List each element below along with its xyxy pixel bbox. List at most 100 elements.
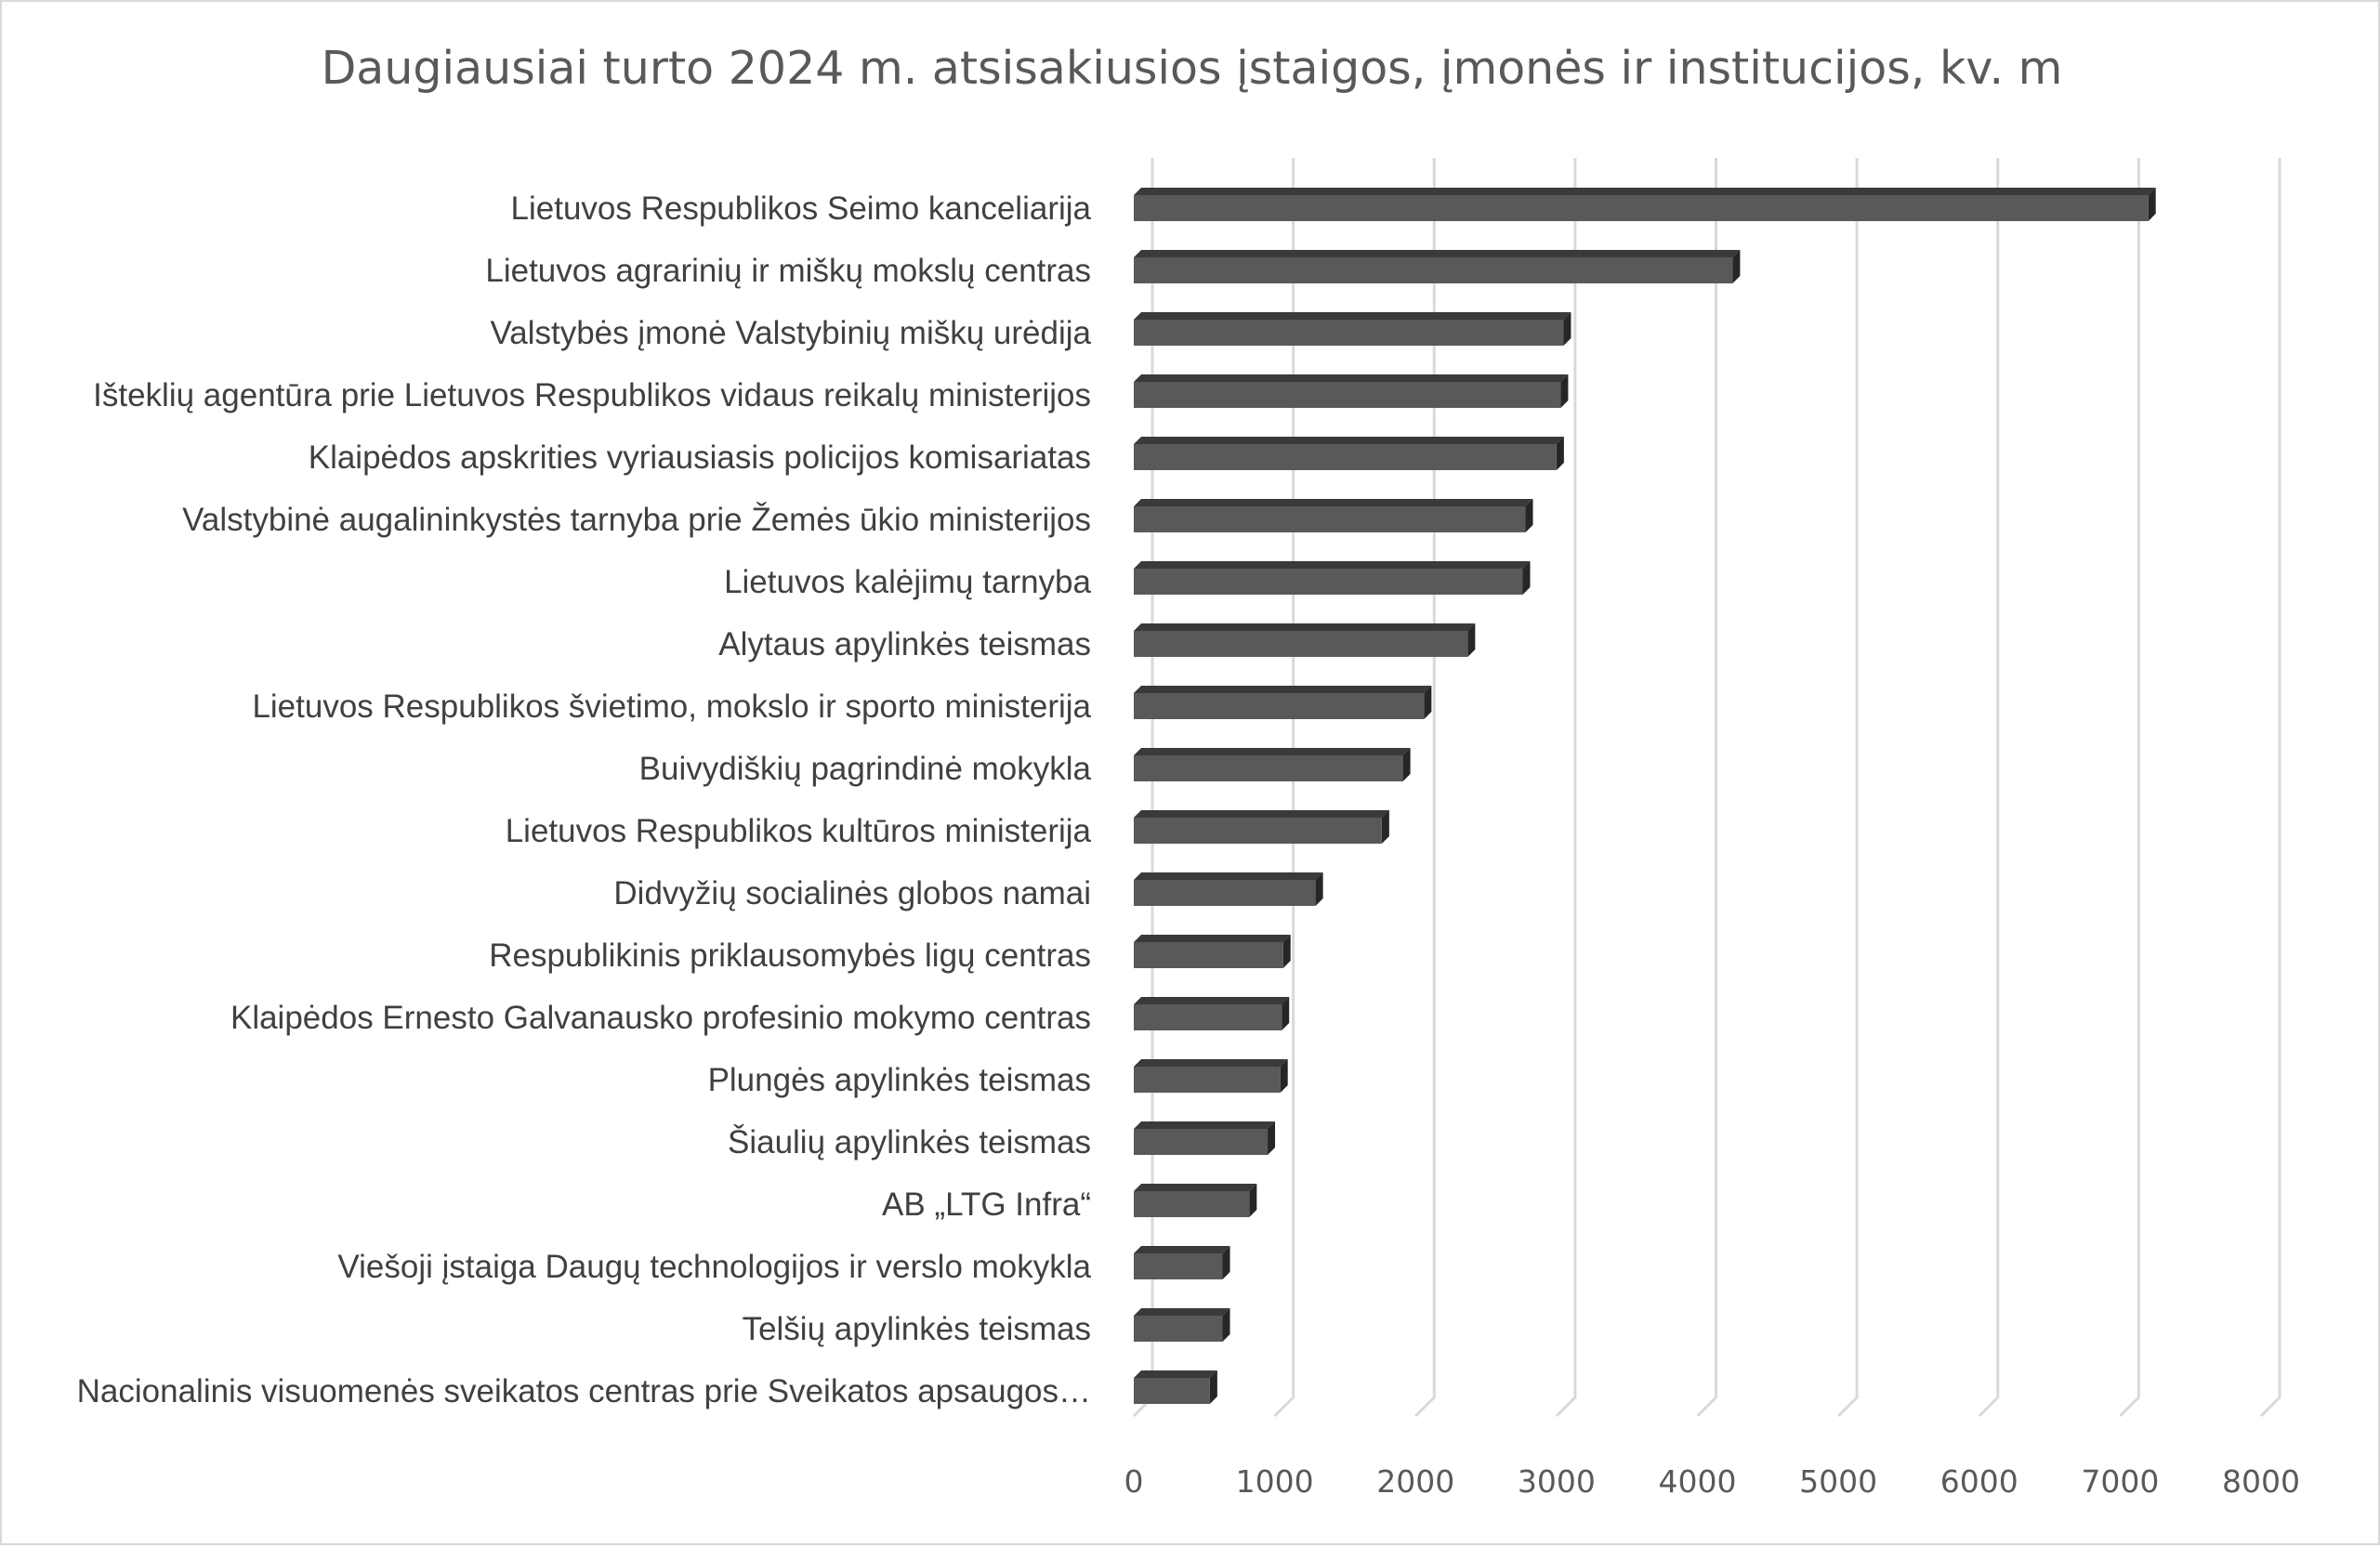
bar: [1134, 880, 1316, 906]
x-tick-label: 5000: [1799, 1463, 1877, 1500]
bar-side-face: [1563, 312, 1571, 346]
bar-side-face: [1209, 1370, 1217, 1404]
x-tick-label: 8000: [2222, 1463, 2300, 1500]
bar: [1134, 1378, 1210, 1404]
bar-side-face: [1467, 623, 1476, 657]
bar-top-face: [1134, 1246, 1230, 1253]
bar-top-face: [1134, 561, 1531, 569]
gridline: [1132, 158, 1154, 1418]
bar: [1134, 1316, 1223, 1342]
category-label: Lietuvos Respublikos švietimo, mokslo ir…: [252, 688, 1091, 725]
category-label: Didvyžių socialinės globos namai: [613, 875, 1091, 911]
bar-side-face: [1249, 1184, 1257, 1217]
category-label: Lietuvos Respublikos Seimo kanceliarija: [511, 190, 1092, 227]
bar: [1134, 320, 1564, 346]
category-label: Išteklių agentūra prie Lietuvos Respubli…: [93, 377, 1091, 413]
category-label: Valstybės įmonė Valstybinių miškų urėdij…: [491, 315, 1092, 351]
bar-top-face: [1134, 1059, 1288, 1067]
category-label: Klaipėdos apskrities vyriausiasis polici…: [309, 439, 1091, 476]
bar-side-face: [1315, 872, 1323, 906]
bar-top-face: [1134, 748, 1411, 755]
category-label: Buivydiškių pagrindinė mokykla: [639, 751, 1092, 787]
category-label: Nacionalinis visuomenės sveikatos centra…: [77, 1373, 1091, 1409]
bar-side-face: [2148, 188, 2156, 221]
bar-top-face: [1134, 1308, 1230, 1316]
bar-top-face: [1134, 1121, 1276, 1129]
x-tick-label: 3000: [1518, 1463, 1596, 1500]
gridline: [1696, 158, 1717, 1418]
bar-side-face: [1522, 561, 1531, 595]
bar-side-face: [1282, 935, 1291, 968]
bar-top-face: [1134, 935, 1291, 942]
category-label: Šiaulių apylinkės teismas: [728, 1124, 1091, 1160]
bar: [1134, 444, 1557, 470]
bar-top-face: [1134, 810, 1389, 818]
bar-top-face: [1134, 872, 1323, 880]
category-label: Plungės apylinkės teismas: [708, 1062, 1091, 1098]
bar-side-face: [1732, 250, 1741, 283]
bar: [1134, 1253, 1223, 1279]
bar-side-face: [1402, 748, 1411, 781]
bar-side-face: [1381, 810, 1389, 844]
bar-top-face: [1134, 686, 1432, 693]
bar: [1134, 1191, 1250, 1217]
x-tick-label: 1000: [1236, 1463, 1314, 1500]
category-label: Klaipėdos Ernesto Galvanausko profesinio…: [230, 1000, 1091, 1036]
gridline: [1555, 158, 1577, 1418]
x-tick-label: 2000: [1376, 1463, 1454, 1500]
bar: [1134, 1067, 1281, 1093]
bar-side-face: [1525, 499, 1533, 532]
bar: [1134, 631, 1468, 657]
bar: [1134, 942, 1283, 968]
bar-top-face: [1134, 623, 1476, 631]
bar-side-face: [1560, 374, 1569, 408]
bar-top-face: [1134, 188, 2156, 195]
bar: [1134, 195, 2149, 221]
bar-side-face: [1222, 1246, 1230, 1279]
bar: [1134, 569, 1523, 595]
category-label: Lietuvos kalėjimų tarnyba: [724, 564, 1091, 600]
x-tick-label: 7000: [2081, 1463, 2159, 1500]
gridline: [2119, 158, 2140, 1418]
category-label: AB „LTG Infra“: [882, 1186, 1091, 1223]
bar-side-face: [1556, 437, 1564, 470]
x-tick-label: 4000: [1659, 1463, 1737, 1500]
bar: [1134, 755, 1403, 781]
bar-top-face: [1134, 312, 1571, 320]
category-label: Telšių apylinkės teismas: [743, 1311, 1091, 1347]
bar: [1134, 693, 1425, 719]
gridline: [1414, 158, 1436, 1418]
bar: [1134, 257, 1733, 283]
bar-top-face: [1134, 374, 1569, 382]
bar: [1134, 506, 1526, 532]
gridline: [2259, 158, 2281, 1418]
bar-side-face: [1268, 1121, 1276, 1155]
bar-top-face: [1134, 437, 1564, 444]
bar: [1134, 382, 1561, 408]
bar: [1134, 1004, 1282, 1030]
bar-top-face: [1134, 1370, 1217, 1378]
gridline: [1273, 158, 1295, 1418]
category-label: Viešoji įstaiga Daugų technologijos ir v…: [337, 1249, 1091, 1285]
bar-side-face: [1424, 686, 1432, 719]
x-tick-label: 6000: [1940, 1463, 2018, 1500]
bar: [1134, 818, 1382, 844]
bar: [1134, 1129, 1269, 1155]
category-label: Alytaus apylinkės teismas: [718, 626, 1091, 662]
bar-side-face: [1282, 997, 1290, 1030]
category-label: Lietuvos Respublikos kultūros ministerij…: [506, 813, 1092, 849]
x-tick-label: 0: [1124, 1463, 1144, 1500]
bar-side-face: [1222, 1308, 1230, 1342]
category-label: Valstybinė augalininkystės tarnyba prie …: [182, 502, 1091, 538]
bar-top-face: [1134, 499, 1533, 506]
gridline: [1978, 158, 2000, 1418]
bar-top-face: [1134, 997, 1290, 1004]
chart-title: Daugiausiai turto 2024 m. atsisakiusios …: [322, 42, 2063, 95]
bar-side-face: [1280, 1059, 1288, 1093]
bar-top-face: [1134, 250, 1741, 257]
bar-top-face: [1134, 1184, 1257, 1191]
category-label: Lietuvos agrarinių ir miškų mokslų centr…: [485, 253, 1091, 289]
gridline: [1837, 158, 1859, 1418]
